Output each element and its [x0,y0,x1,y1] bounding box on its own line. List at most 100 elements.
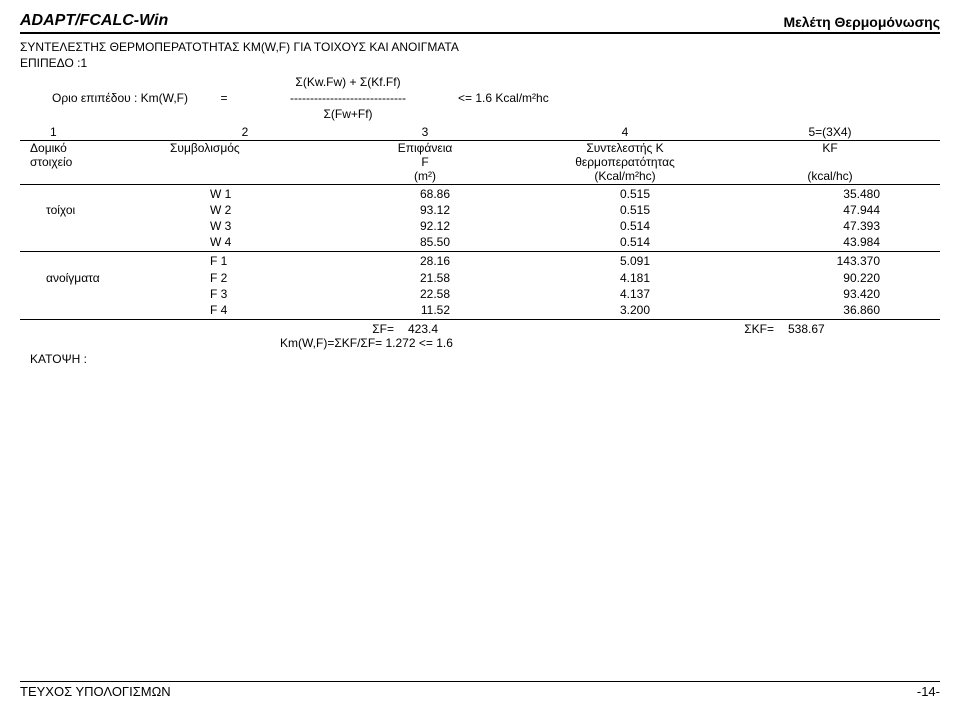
label: KF [740,141,920,155]
label: Επιφάνεια [340,141,510,155]
formula-denom: Σ(Fw+Ff) [238,106,458,122]
table-row: W 392.120.51447.393 [20,218,940,234]
row-symbol: W 1 [150,186,340,202]
row-symbol: W 4 [150,234,340,250]
table-row: F 128.165.091143.370 [20,253,940,269]
row-category: ανοίγματα [20,270,150,286]
level-line: ΕΠΙΠΕΔΟ :1 [20,56,940,70]
row-area: 22.58 [340,286,510,302]
label: (m²) [340,169,510,183]
row-k: 0.514 [510,234,740,250]
row-area: 11.52 [340,302,510,318]
label: θερμοπερατότητας [510,155,740,169]
formula-frac: ----------------------------- [238,90,458,106]
table-row: τοίχοιW 293.120.51547.944 [20,202,940,218]
row-k: 4.137 [510,286,740,302]
formula-rhs: <= 1.6 Kcal/m²hc [458,90,940,106]
row-kf: 47.393 [740,218,940,234]
row-category [20,286,150,302]
data-group: F 128.165.091143.370ανοίγματαF 221.584.1… [20,252,940,320]
row-area: 85.50 [340,234,510,250]
label: (kcal/hc) [740,169,920,183]
label: (Kcal/m²hc) [510,169,740,183]
skf-label: ΣKF= [510,322,780,336]
formula-empty [20,106,210,122]
km-row: Km(W,F)=ΣKF/ΣF= 1.272 <= 1.6 [20,336,940,350]
sf-value: 423.4 [400,322,510,336]
label: F [340,155,510,169]
col-num-5: 5=(3X4) [740,125,940,139]
row-area: 21.58 [340,270,510,286]
page-header: ADAPT/FCALC-Win Μελέτη Θερμομόνωσης [20,12,940,34]
page-footer: ΤΕΥΧΟΣ ΥΠΟΛΟΓΙΣΜΩΝ -14- [20,681,940,699]
table-row: F 411.523.20036.860 [20,302,940,318]
row-kf: 35.480 [740,186,940,202]
row-kf: 90.220 [740,270,940,286]
row-category: τοίχοι [20,202,150,218]
row-area: 92.12 [340,218,510,234]
row-kf: 36.860 [740,302,940,318]
row-area: 93.12 [340,202,510,218]
label: Δομικό [30,141,150,155]
section-title: ΣΥΝΤΕΛΕΣΤΗΣ ΘΕΡΜΟΠΕΡΑΤΟΤΗΤΑΣ KM(W,F) ΓΙΑ… [20,40,940,54]
table-row: F 322.584.13793.420 [20,286,940,302]
totals-row: ΣF= 423.4 ΣKF= 538.67 [20,320,940,336]
row-area: 28.16 [340,253,510,269]
row-kf: 143.370 [740,253,940,269]
row-k: 4.181 [510,270,740,286]
katopsi-label: ΚΑΤΟΨΗ : [20,352,940,366]
formula-eq: = [210,90,238,106]
col-label-1: Δομικό στοιχείο [20,141,150,183]
label: Συμβολισμός [170,141,340,155]
col-num-1: 1 [20,125,150,139]
row-k: 0.515 [510,202,740,218]
spacer [20,322,340,336]
data-groups: W 168.860.51535.480τοίχοιW 293.120.51547… [20,185,940,321]
col-num-2: 2 [150,125,340,139]
formula-lhs: Οριο επιπέδου : Km(W,F) [20,90,210,106]
row-symbol: F 3 [150,286,340,302]
col-label-4: Συντελεστής K θερμοπερατότητας (Kcal/m²h… [510,141,740,183]
footer-left: ΤΕΥΧΟΣ ΥΠΟΛΟΓΙΣΜΩΝ [20,684,171,699]
row-category [20,186,150,202]
row-k: 0.514 [510,218,740,234]
row-category [20,218,150,234]
row-category [20,302,150,318]
row-k: 0.515 [510,186,740,202]
formula-empty [458,106,940,122]
row-kf: 47.944 [740,202,940,218]
formula-block: Σ(Kw.Fw) + Σ(Kf.Ff) Οριο επιπέδου : Km(W… [20,74,940,123]
col-label-2: Συμβολισμός [150,141,340,183]
col-label-3: Επιφάνεια F (m²) [340,141,510,183]
row-symbol: W 2 [150,202,340,218]
km-value: Km(W,F)=ΣKF/ΣF= 1.272 <= 1.6 [280,336,940,350]
label: στοιχείο [30,155,150,169]
table-row: W 168.860.51535.480 [20,186,940,202]
row-category [20,253,150,269]
row-kf: 93.420 [740,286,940,302]
col-label-5: KF (kcal/hc) [740,141,940,183]
formula-empty [210,106,238,122]
sf-label: ΣF= [340,322,400,336]
row-k: 3.200 [510,302,740,318]
row-category [20,234,150,250]
row-area: 68.86 [340,186,510,202]
label: Συντελεστής K [510,141,740,155]
col-label-row: Δομικό στοιχείο Συμβολισμός Επιφάνεια F … [20,141,940,185]
row-k: 5.091 [510,253,740,269]
col-num-4: 4 [510,125,740,139]
footer-page-number: -14- [917,684,940,699]
data-group: W 168.860.51535.480τοίχοιW 293.120.51547… [20,185,940,253]
spacer [20,336,280,350]
row-kf: 43.984 [740,234,940,250]
app-title: ADAPT/FCALC-Win [20,12,168,30]
table-row: W 485.500.51443.984 [20,234,940,250]
col-num-3: 3 [340,125,510,139]
row-symbol: W 3 [150,218,340,234]
formula-numer: Σ(Kw.Fw) + Σ(Kf.Ff) [238,74,458,90]
formula-empty [20,74,210,90]
row-symbol: F 1 [150,253,340,269]
study-title: Μελέτη Θερμομόνωσης [783,14,940,30]
col-number-row: 1 2 3 4 5=(3X4) [20,123,940,141]
skf-value: 538.67 [780,322,940,336]
